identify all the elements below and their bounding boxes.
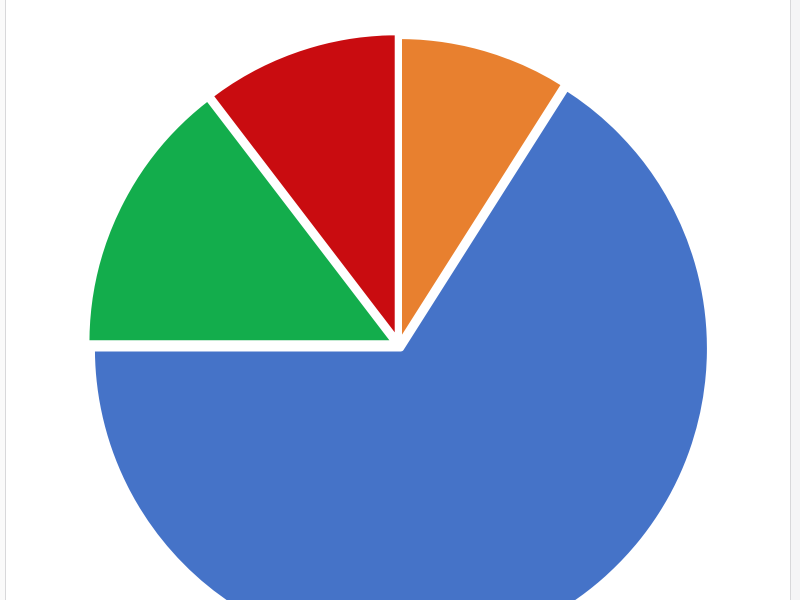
page-gutter-right-fill [791, 0, 800, 600]
pie-slice-green[interactable] [83, 94, 399, 347]
pie-slice-group [83, 29, 713, 600]
page-gutter-left-fill [0, 0, 5, 600]
pie-slice-orange[interactable] [396, 33, 568, 348]
pie-slice-red[interactable] [207, 29, 401, 345]
page-border-left [5, 0, 6, 600]
pie-slice-blue[interactable] [88, 84, 713, 600]
page-border-right [790, 0, 791, 600]
